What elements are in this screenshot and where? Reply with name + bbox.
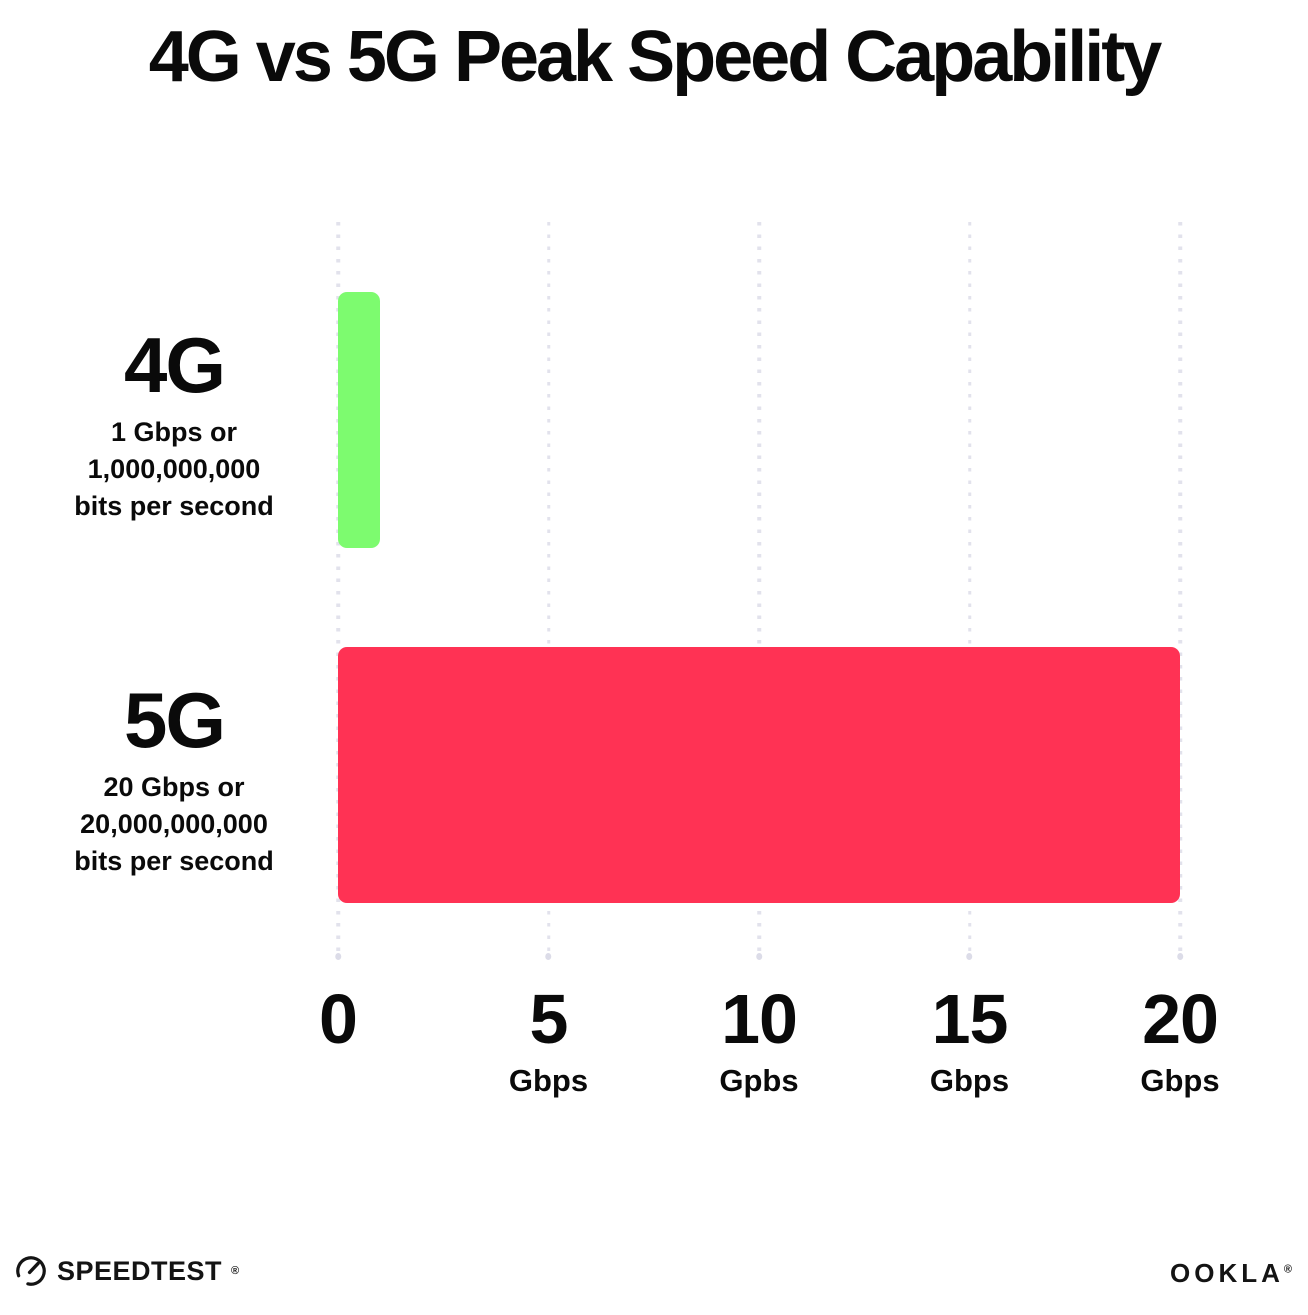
chart-title: 4G vs 5G Peak Speed Capability (148, 17, 1163, 97)
x-tick-10-unit: Gpbs (719, 1063, 799, 1098)
ookla-wordmark: OOKLA (1170, 1258, 1284, 1288)
speedtest-gauge-icon (16, 1256, 46, 1286)
x-tick-20-number: 20 (1142, 980, 1219, 1058)
speedtest-logo: SPEEDTEST ® (14, 1254, 239, 1288)
bar-4g (338, 292, 381, 548)
row-label-4g-sublines: 1 Gbps or 1,000,000,000 bits per second (28, 414, 320, 525)
bar-5g (338, 647, 1180, 903)
ookla-logo: OOKLA® (1170, 1258, 1296, 1289)
row-label-5g: 5G 20 Gbps or 20,000,000,000 bits per se… (28, 681, 320, 880)
row-label-5g-subline-1: 20 Gbps or (103, 772, 245, 802)
gridline-0 (336, 222, 340, 958)
x-tick-5-number: 5 (529, 980, 569, 1058)
x-tick-10-number: 10 (721, 980, 798, 1058)
row-label-4g-subline-2: 1,000,000,000 (87, 454, 261, 484)
row-label-5g-subline-3: bits per second (74, 846, 274, 876)
x-tick-20-unit: Gbps (1140, 1063, 1220, 1098)
gridline-5 (546, 222, 551, 958)
x-tick-10: 10 Gpbs (629, 984, 889, 1099)
x-tick-15: 15 Gbps (840, 984, 1100, 1099)
x-tick-15-number: 15 (931, 980, 1009, 1058)
x-tick-0: 0 (208, 984, 468, 1097)
row-label-5g-sublines: 20 Gbps or 20,000,000,000 bits per secon… (28, 769, 320, 880)
speedtest-wordmark: SPEEDTEST (57, 1255, 223, 1286)
x-tick-0-number: 0 (319, 980, 358, 1058)
x-tick-20: 20 Gbps (1050, 984, 1308, 1099)
x-axis: 0 5 Gbps 10 Gpbs 15 Gbps 20 Gbps (319, 984, 1220, 1104)
plot-area (336, 222, 1182, 958)
row-label-4g-subline-3: bits per second (74, 491, 274, 521)
ookla-registered-mark: ® (1283, 1263, 1296, 1276)
gridline-15 (967, 222, 972, 958)
x-tick-5-unit: Gbps (508, 1063, 589, 1098)
gridline-20 (1178, 222, 1182, 958)
row-label-4g: 4G 1 Gbps or 1,000,000,000 bits per seco… (28, 326, 320, 525)
row-label-4g-title: 4G (123, 321, 226, 409)
row-label-5g-title: 5G (123, 676, 226, 764)
gridline-10 (757, 222, 761, 958)
x-tick-15-unit: Gbps (929, 1063, 1010, 1098)
row-label-5g-subline-2: 20,000,000,000 (80, 809, 268, 839)
speedtest-registered-mark: ® (231, 1265, 240, 1277)
row-label-4g-subline-1: 1 Gbps or (110, 417, 238, 447)
x-tick-5: 5 Gbps (419, 984, 679, 1099)
